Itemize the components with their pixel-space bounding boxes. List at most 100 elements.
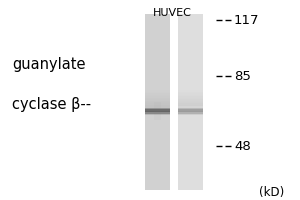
Bar: [145, 120, 170, 121]
Bar: [145, 124, 170, 125]
Bar: [145, 130, 170, 131]
Bar: [178, 174, 203, 175]
Bar: [145, 95, 170, 96]
Bar: [145, 17, 170, 18]
Bar: [178, 118, 203, 120]
Bar: [178, 93, 203, 95]
Text: (kD): (kD): [260, 186, 285, 199]
Bar: [145, 30, 170, 32]
Bar: [178, 155, 203, 156]
Bar: [145, 32, 170, 33]
Bar: [178, 147, 203, 149]
Bar: [178, 84, 203, 86]
Bar: [145, 149, 170, 150]
Bar: [145, 33, 170, 35]
Bar: [178, 145, 203, 146]
Bar: [178, 33, 203, 35]
Bar: [145, 55, 170, 57]
Bar: [178, 74, 203, 76]
Bar: [145, 180, 170, 181]
Text: cyclase β--: cyclase β--: [12, 97, 91, 112]
Bar: [145, 184, 170, 186]
Bar: [178, 96, 203, 98]
Bar: [154, 18, 161, 23]
Bar: [178, 133, 203, 134]
Text: HUVEC: HUVEC: [153, 8, 192, 18]
Bar: [154, 58, 161, 62]
Bar: [178, 136, 203, 137]
Bar: [145, 147, 170, 149]
Bar: [145, 54, 170, 55]
Bar: [178, 42, 203, 43]
Bar: [178, 101, 203, 102]
Bar: [145, 76, 170, 77]
Bar: [178, 142, 203, 143]
Bar: [178, 159, 203, 161]
Bar: [154, 40, 161, 45]
Bar: [154, 14, 161, 18]
Bar: [178, 169, 203, 171]
Bar: [178, 20, 203, 21]
Bar: [178, 68, 203, 70]
Bar: [145, 186, 170, 187]
Bar: [145, 49, 170, 51]
Bar: [178, 187, 203, 189]
Bar: [145, 36, 170, 37]
Bar: [178, 150, 203, 152]
Bar: [178, 127, 203, 128]
Bar: [178, 137, 203, 139]
Bar: [154, 45, 161, 49]
Bar: [145, 117, 170, 118]
Bar: [178, 98, 203, 99]
Bar: [145, 51, 170, 52]
Bar: [178, 39, 203, 40]
Bar: [145, 105, 170, 106]
Bar: [178, 108, 203, 109]
Bar: [178, 181, 203, 183]
Bar: [178, 172, 203, 174]
Bar: [154, 102, 161, 106]
Bar: [154, 186, 161, 190]
Bar: [178, 92, 203, 93]
Bar: [145, 183, 170, 184]
Bar: [154, 168, 161, 172]
Bar: [154, 98, 161, 102]
Bar: [145, 67, 170, 68]
Bar: [154, 89, 161, 93]
Bar: [178, 32, 203, 33]
Bar: [178, 183, 203, 184]
Bar: [154, 54, 161, 58]
Bar: [178, 103, 203, 105]
Bar: [145, 58, 170, 59]
Bar: [145, 89, 170, 90]
Bar: [145, 27, 170, 29]
Bar: [178, 124, 203, 125]
Bar: [154, 150, 161, 155]
Bar: [154, 128, 161, 133]
Bar: [178, 125, 203, 127]
Bar: [178, 80, 203, 81]
Bar: [145, 29, 170, 30]
Bar: [178, 86, 203, 87]
Bar: [145, 118, 170, 120]
Bar: [154, 23, 161, 27]
Bar: [154, 115, 161, 120]
Bar: [145, 162, 170, 164]
Bar: [178, 79, 203, 80]
Bar: [178, 149, 203, 150]
Bar: [178, 30, 203, 32]
Bar: [145, 159, 170, 161]
Bar: [145, 35, 170, 36]
Bar: [154, 137, 161, 142]
Bar: [145, 178, 170, 180]
Bar: [178, 156, 203, 158]
Bar: [145, 14, 170, 15]
Bar: [154, 76, 161, 80]
Bar: [145, 158, 170, 159]
Bar: [154, 181, 161, 186]
Bar: [178, 40, 203, 42]
Bar: [154, 120, 161, 124]
Bar: [145, 74, 170, 76]
Bar: [178, 52, 203, 54]
Bar: [145, 96, 170, 98]
